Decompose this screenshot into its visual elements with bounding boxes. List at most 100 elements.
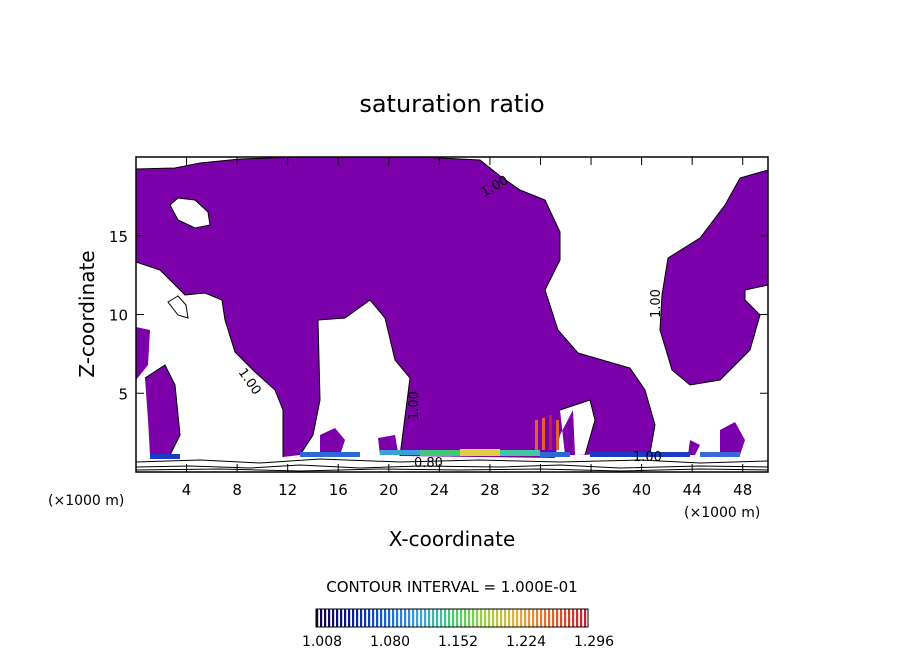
colorbar-stripe bbox=[464, 609, 467, 627]
colorbar-stripe bbox=[568, 609, 571, 627]
colorbar-stripe bbox=[468, 609, 471, 627]
colorbar-stripe bbox=[328, 609, 331, 627]
colorbar-stripe bbox=[376, 609, 379, 627]
colorbar-stripe bbox=[496, 609, 499, 627]
colorbar-stripe bbox=[516, 609, 519, 627]
colorbar-stripe bbox=[576, 609, 579, 627]
x-axis: 4 8 12 16 20 24 28 32 36 40 44 48 bbox=[182, 157, 752, 499]
colorbar-stripe bbox=[448, 609, 451, 627]
y-tick-label: 5 bbox=[118, 385, 128, 403]
colorbar-stripe bbox=[320, 609, 323, 627]
colorbar-stripe bbox=[384, 609, 387, 627]
colorbar-stripe bbox=[444, 609, 447, 627]
x-tick-label: 16 bbox=[329, 481, 348, 499]
colorbar-stripe bbox=[428, 609, 431, 627]
colorbar-stripe bbox=[336, 609, 339, 627]
colorbar-stripe bbox=[476, 609, 479, 627]
colorbar bbox=[315, 608, 589, 628]
x-tick-label: 20 bbox=[379, 481, 398, 499]
colorbar-tick-label: 1.152 bbox=[438, 634, 478, 650]
colorbar-stripe bbox=[512, 609, 515, 627]
supersaturation-band bbox=[150, 415, 740, 459]
contour-interval-text: CONTOUR INTERVAL = 1.000E-01 bbox=[326, 578, 577, 596]
colorbar-stripe bbox=[508, 609, 511, 627]
colorbar-stripe bbox=[452, 609, 455, 627]
colorbar-stripe bbox=[396, 609, 399, 627]
colorbar-stripe bbox=[572, 609, 575, 627]
x-tick-label: 44 bbox=[683, 481, 702, 499]
contour-label: 0.80 bbox=[414, 456, 443, 471]
colorbar-stripe bbox=[416, 609, 419, 627]
colorbar-stripe bbox=[488, 609, 491, 627]
colorbar-stripe bbox=[524, 609, 527, 627]
colorbar-stripe bbox=[316, 609, 319, 627]
x-tick-label: 4 bbox=[182, 481, 192, 499]
x-tick-label: 28 bbox=[480, 481, 499, 499]
colorbar-stripe bbox=[548, 609, 551, 627]
colorbar-stripe bbox=[492, 609, 495, 627]
colorbar-stripe bbox=[580, 609, 583, 627]
colorbar-stripe bbox=[364, 609, 367, 627]
x-unit-label: (×1000 m) bbox=[684, 505, 760, 521]
colorbar-stripe bbox=[528, 609, 531, 627]
y-axis: 5 10 15 bbox=[109, 228, 768, 403]
colorbar-stripe bbox=[400, 609, 403, 627]
colorbar-stripe bbox=[504, 609, 507, 627]
colorbar-stripe bbox=[484, 609, 487, 627]
colorbar-stripe bbox=[460, 609, 463, 627]
colorbar-stripe bbox=[536, 609, 539, 627]
y-axis-label: Z-coordinate bbox=[75, 250, 99, 377]
contour-label: 1.00 bbox=[407, 391, 422, 420]
colorbar-tick-label: 1.080 bbox=[370, 634, 410, 650]
x-axis-label: X-coordinate bbox=[389, 527, 516, 551]
colorbar-stripe bbox=[440, 609, 443, 627]
y-tick-label: 15 bbox=[109, 228, 128, 246]
colorbar-tick-label: 1.296 bbox=[574, 634, 614, 650]
plot-area: 1.00 1.00 1.00 1.00 0.80 1.00 bbox=[135, 156, 769, 473]
colorbar-stripe bbox=[544, 609, 547, 627]
colorbar-stripe bbox=[408, 609, 411, 627]
colorbar-stripe bbox=[540, 609, 543, 627]
contour-label: 1.00 bbox=[649, 289, 664, 318]
x-tick-label: 48 bbox=[733, 481, 752, 499]
chart-title: saturation ratio bbox=[359, 90, 544, 118]
colorbar-stripe bbox=[348, 609, 351, 627]
y-tick-label: 10 bbox=[109, 307, 128, 325]
colorbar-stripe bbox=[352, 609, 355, 627]
colorbar-stripe bbox=[392, 609, 395, 627]
colorbar-stripe bbox=[556, 609, 559, 627]
colorbar-stripe bbox=[436, 609, 439, 627]
contour-label: 1.00 bbox=[633, 450, 662, 465]
colorbar-stripe bbox=[532, 609, 535, 627]
colorbar-stripe bbox=[584, 609, 587, 627]
colorbar-stripe bbox=[368, 609, 371, 627]
colorbar-stripe bbox=[564, 609, 567, 627]
colorbar-stripe bbox=[420, 609, 423, 627]
subsaturated-hole bbox=[167, 197, 211, 319]
colorbar-stripe bbox=[344, 609, 347, 627]
colorbar-stripe bbox=[380, 609, 383, 627]
colorbar-stripe bbox=[480, 609, 483, 627]
colorbar-stripe bbox=[360, 609, 363, 627]
colorbar-stripe bbox=[500, 609, 503, 627]
colorbar-stripe bbox=[340, 609, 343, 627]
x-tick-label: 12 bbox=[278, 481, 297, 499]
colorbar-tick-labels: 1.008 1.080 1.152 1.224 1.296 bbox=[302, 634, 614, 650]
colorbar-stripe bbox=[388, 609, 391, 627]
saturated-region bbox=[136, 157, 768, 458]
colorbar-stripe bbox=[324, 609, 327, 627]
colorbar-stripe bbox=[520, 609, 523, 627]
colorbar-stripe bbox=[424, 609, 427, 627]
colorbar-stripe bbox=[372, 609, 375, 627]
colorbar-frame bbox=[315, 608, 589, 628]
colorbar-stripe bbox=[552, 609, 555, 627]
colorbar-tick-label: 1.224 bbox=[506, 634, 546, 650]
colorbar-tick-label: 1.008 bbox=[302, 634, 342, 650]
colorbar-stripe bbox=[560, 609, 563, 627]
colorbar-stripe bbox=[332, 609, 335, 627]
x-tick-label: 8 bbox=[232, 481, 242, 499]
x-tick-label: 40 bbox=[632, 481, 651, 499]
z-unit-label: (×1000 m) bbox=[48, 493, 124, 509]
colorbar-stripe bbox=[412, 609, 415, 627]
colorbar-stripe bbox=[432, 609, 435, 627]
